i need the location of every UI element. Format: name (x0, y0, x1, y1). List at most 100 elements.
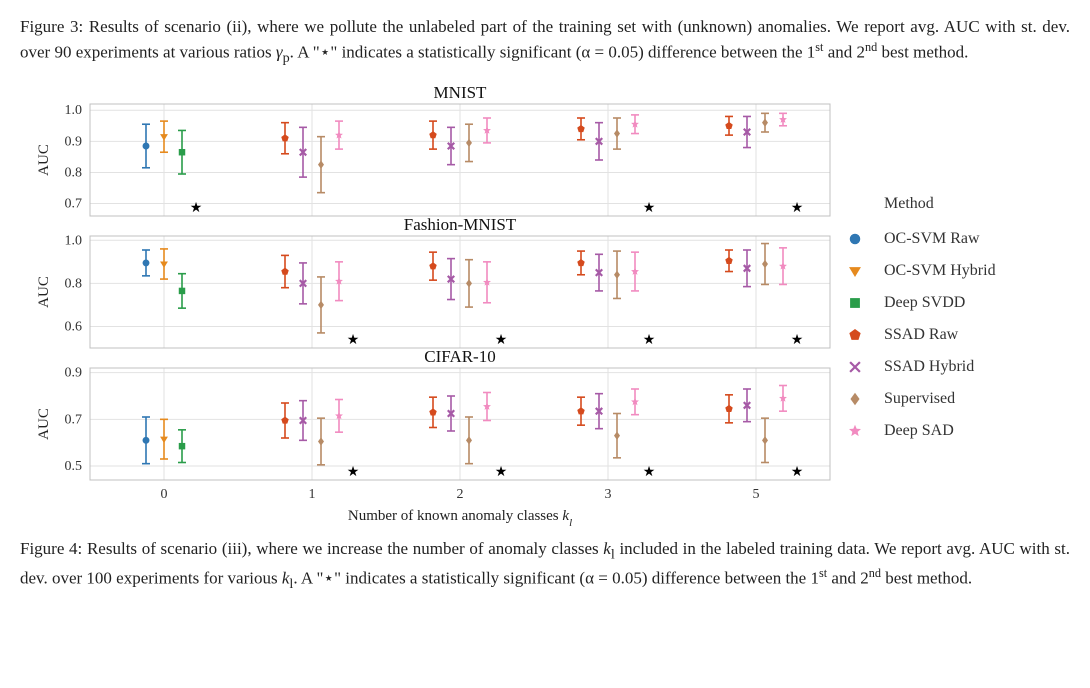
k-symbol: k (603, 539, 611, 558)
datapoint-deep_svdd (179, 288, 185, 294)
ssad_raw-marker-icon (848, 328, 884, 342)
ytick-label: 0.9 (65, 134, 83, 149)
datapoint-ssad_raw (725, 122, 732, 129)
legend-item-ocsvm_hybrid: OC-SVM Hybrid (848, 255, 1070, 287)
y-axis-label-2: AUC (36, 408, 52, 440)
datapoint-ssad_raw (577, 407, 584, 414)
legend: Method OC-SVM Raw OC-SVM Hybrid Deep SVDD S… (840, 78, 1070, 530)
significance-star-icon: ★ (643, 331, 656, 347)
legend-item-ssad_hybrid: SSAD Hybrid (848, 351, 1070, 383)
datapoint-supervised (614, 271, 620, 279)
error-bar-chart: MNIST 0.7 0.8 0.9 1.0 AUC ★ ★ ★ Fashion-MNIST 0.6 0… (20, 78, 840, 530)
datapoint-supervised (762, 119, 768, 127)
datapoint-ocsvm_raw (143, 143, 150, 150)
xtick-label: 3 (605, 487, 612, 502)
x-axis-label: Number of known anomaly classes kl (348, 508, 572, 529)
figure3-body-b: . A "⋆" indicates a statistically signif… (290, 43, 816, 62)
datapoint-ssad_raw (577, 259, 584, 266)
datapoint-ssad_raw (281, 134, 288, 141)
figure4-body-c: . A "⋆" indicates a statistically signif… (293, 568, 819, 587)
ssad_hybrid-marker-icon (848, 360, 884, 374)
panel-title-2: CIFAR-10 (424, 347, 495, 366)
datapoint-supervised (762, 436, 768, 444)
legend-item-supervised: Supervised (848, 383, 1070, 415)
panel-title-0: MNIST (434, 83, 488, 102)
figure4-body-a: Results of scenario (iii), where we incr… (87, 539, 603, 558)
figure4-sup1: st (819, 566, 827, 580)
legend-label: Deep SVDD (884, 292, 965, 314)
datapoint-ssad_raw (725, 405, 732, 412)
gamma-sub: p (283, 50, 290, 66)
ytick-label: 0.7 (65, 197, 83, 212)
figure4-prefix: Figure 4: (20, 539, 87, 558)
datapoint-ssad_raw (429, 262, 436, 269)
datapoint-supervised (614, 432, 620, 440)
datapoint-deep_svdd (179, 443, 185, 449)
figure4-body-d: and 2 (827, 568, 869, 587)
xtick-label: 2 (457, 487, 464, 502)
significance-star-icon: ★ (347, 331, 360, 347)
legend-label: SSAD Hybrid (884, 356, 974, 378)
legend-label: Supervised (884, 388, 955, 410)
legend-item-ocsvm_raw: OC-SVM Raw (848, 223, 1070, 255)
datapoint-supervised (614, 130, 620, 138)
datapoint-supervised (466, 139, 472, 147)
ytick-label: 0.9 (65, 366, 83, 381)
significance-star-icon: ★ (495, 463, 508, 479)
figure4-caption: Figure 4: Results of scenario (iii), whe… (20, 538, 1070, 594)
datapoint-ssad_raw (429, 409, 436, 416)
figure3-caption: Figure 3: Results of scenario (ii), wher… (20, 16, 1070, 68)
panel-title-1: Fashion-MNIST (404, 215, 517, 234)
ytick-label: 0.7 (65, 412, 83, 427)
y-axis-label-1: AUC (36, 276, 52, 308)
figure3-body-d: best method. (877, 43, 968, 62)
significance-star-icon: ★ (791, 463, 804, 479)
legend-label: OC-SVM Hybrid (884, 260, 996, 282)
ytick-label: 1.0 (65, 233, 83, 248)
y-axis-label-0: AUC (36, 144, 52, 176)
legend-item-ssad_raw: SSAD Raw (848, 319, 1070, 351)
xtick-label: 5 (753, 487, 760, 502)
datapoint-supervised (318, 437, 324, 445)
datapoint-ocsvm_raw (143, 437, 150, 444)
legend-label: OC-SVM Raw (884, 228, 980, 250)
legend-title: Method (884, 193, 1070, 215)
ytick-label: 0.5 (65, 459, 83, 474)
figure3-body-c: and 2 (823, 43, 865, 62)
xtick-label: 1 (309, 487, 316, 502)
datapoint-supervised (318, 301, 324, 309)
ytick-label: 0.8 (65, 166, 83, 181)
datapoint-ssad_raw (281, 268, 288, 275)
datapoint-supervised (466, 279, 472, 287)
datapoint-ssad_raw (725, 257, 732, 264)
legend-label: Deep SAD (884, 420, 954, 442)
ocsvm_hybrid-marker-icon (848, 264, 884, 278)
datapoint-ocsvm_raw (143, 260, 150, 267)
ytick-label: 0.6 (65, 320, 83, 335)
figure3-sup2: nd (865, 40, 877, 54)
chart-area: MNIST 0.7 0.8 0.9 1.0 AUC ★ ★ ★ Fashion-MNIST 0.6 0… (20, 78, 840, 530)
datapoint-supervised (762, 260, 768, 268)
deep_sad-marker-icon (848, 424, 884, 438)
significance-star-icon: ★ (791, 331, 804, 347)
datapoint-supervised (466, 436, 472, 444)
ocsvm_raw-marker-icon (848, 232, 884, 246)
figure3-prefix: Figure 3: (20, 17, 89, 36)
significance-star-icon: ★ (190, 199, 203, 215)
datapoint-ssad_raw (577, 125, 584, 132)
datapoint-deep_svdd (179, 149, 185, 155)
datapoint-ssad_raw (429, 131, 436, 138)
ytick-label: 0.8 (65, 276, 83, 291)
legend-item-deep_svdd: Deep SVDD (848, 287, 1070, 319)
supervised-marker-icon (848, 392, 884, 406)
significance-star-icon: ★ (643, 463, 656, 479)
datapoint-ocsvm_hybrid (160, 437, 168, 443)
datapoint-ocsvm_hybrid (160, 262, 168, 268)
ytick-label: 1.0 (65, 103, 83, 118)
datapoint-supervised (318, 161, 324, 169)
significance-star-icon: ★ (643, 199, 656, 215)
legend-label: SSAD Raw (884, 324, 958, 346)
figure4-sup2: nd (869, 566, 881, 580)
significance-star-icon: ★ (791, 199, 804, 215)
significance-star-icon: ★ (495, 331, 508, 347)
